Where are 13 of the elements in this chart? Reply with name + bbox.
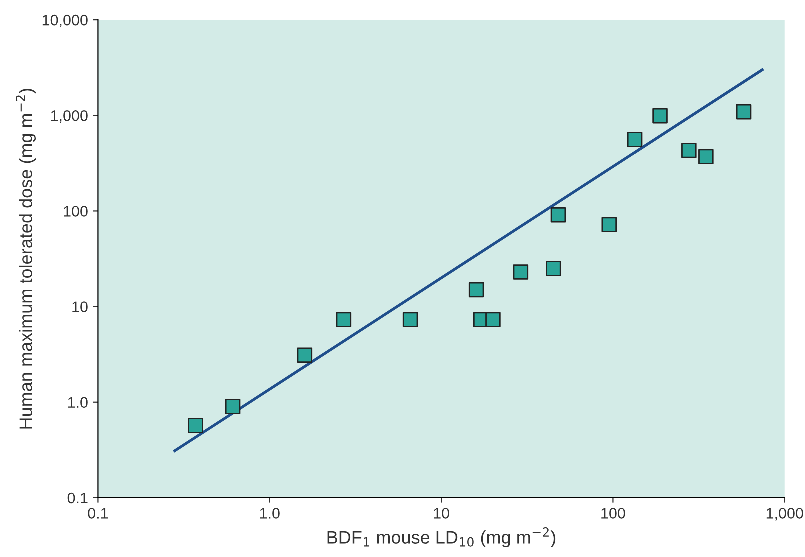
x-tick-label: 0.1 [88, 508, 108, 519]
y-tick-label: 10 [72, 302, 88, 312]
y-axis-title: Human maximum tolerated dose (mg m$^{−2}$) [16, 88, 36, 429]
y-tick-label: 1,000 [51, 110, 88, 124]
x-tick-label: 1,000 [766, 508, 804, 521]
y-tick-label: 10,000 [42, 14, 88, 28]
x-tick-label: 10 [434, 508, 450, 519]
y-tick-label: 0.1 [68, 492, 88, 504]
x-tick-label: 100 [602, 508, 626, 519]
x-axis-title: BDF$_{1}$ mouse LD$_{10}$ (mg m$^{−2}$) [328, 527, 556, 548]
x-tick-label: 1.0 [260, 508, 280, 519]
y-tick-label: 100 [64, 206, 88, 217]
y-tick-label: 1.0 [68, 397, 88, 408]
